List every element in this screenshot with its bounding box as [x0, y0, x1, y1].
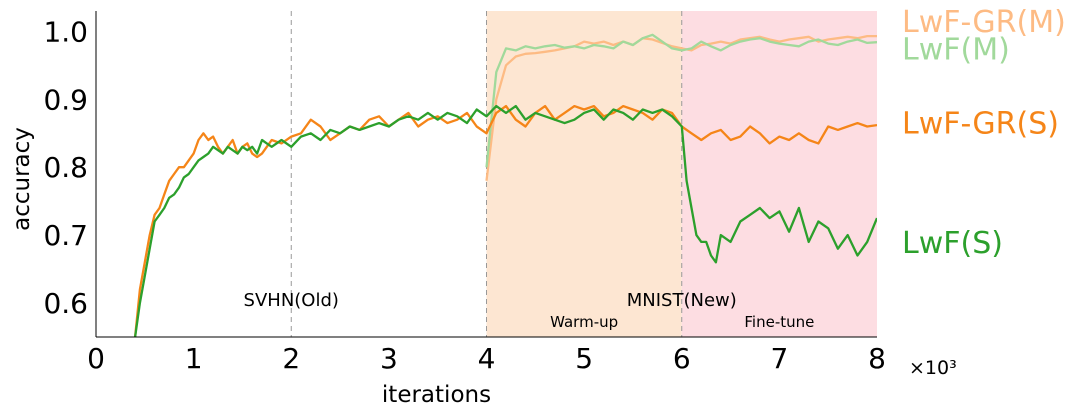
legend-label-1: LwF(M)	[902, 32, 1010, 67]
region-label-0: Warm-up	[550, 313, 618, 331]
x-tick-label-2: 2	[282, 342, 300, 375]
region-0	[486, 11, 682, 337]
annotation-1: MNIST(New)	[627, 290, 737, 311]
y-tick-label-0: 0.6	[43, 287, 88, 320]
x-tick-label-5: 5	[575, 342, 593, 375]
series-lines	[133, 33, 877, 337]
phase-regions: Warm-up Fine-tune	[486, 11, 877, 337]
axes	[95, 11, 877, 338]
y-axis-label: accuracy	[9, 127, 35, 231]
x-tick-label-7: 7	[770, 342, 788, 375]
series-line-2	[133, 104, 877, 337]
x-tick-label-4: 4	[478, 342, 496, 375]
series-line-0	[485, 34, 877, 181]
region-label-1: Fine-tune	[744, 313, 814, 331]
legend-label-3: LwF(S)	[902, 226, 1003, 261]
x-tick-label-0: 0	[87, 342, 105, 375]
y-tick-label-1: 0.7	[43, 219, 88, 252]
x-tick-label-8: 8	[868, 342, 886, 375]
x-tick-label-6: 6	[673, 342, 691, 375]
series-line-3	[133, 104, 877, 337]
y-tick-label-3: 0.9	[43, 83, 88, 116]
y-tick-label-4: 1.0	[43, 15, 88, 48]
x-multiplier-label: ×10³	[909, 357, 957, 379]
x-tick-label-1: 1	[185, 342, 203, 375]
region-1	[681, 11, 877, 337]
tick-labels: 0 1 2 3 4 5 6 7 8 0.6 0.7 0.8 0.9 1.0	[43, 15, 885, 375]
y-tick-label-2: 0.8	[43, 151, 88, 184]
legend: LwF-GR(M)LwF(M) LwF-GR(S) LwF(S)	[902, 5, 1066, 261]
legend-label-2: LwF-GR(S)	[902, 106, 1059, 141]
series-line-1	[485, 33, 877, 168]
legend-label-0: LwF-GR(M)	[902, 5, 1066, 40]
annotations: iterations accuracy ×10³ SVHN(Old) MNIST(New…	[9, 127, 957, 408]
x-axis-label: iterations	[382, 382, 491, 408]
x-tick-label-3: 3	[380, 342, 398, 375]
annotation-0: SVHN(Old)	[244, 290, 339, 311]
